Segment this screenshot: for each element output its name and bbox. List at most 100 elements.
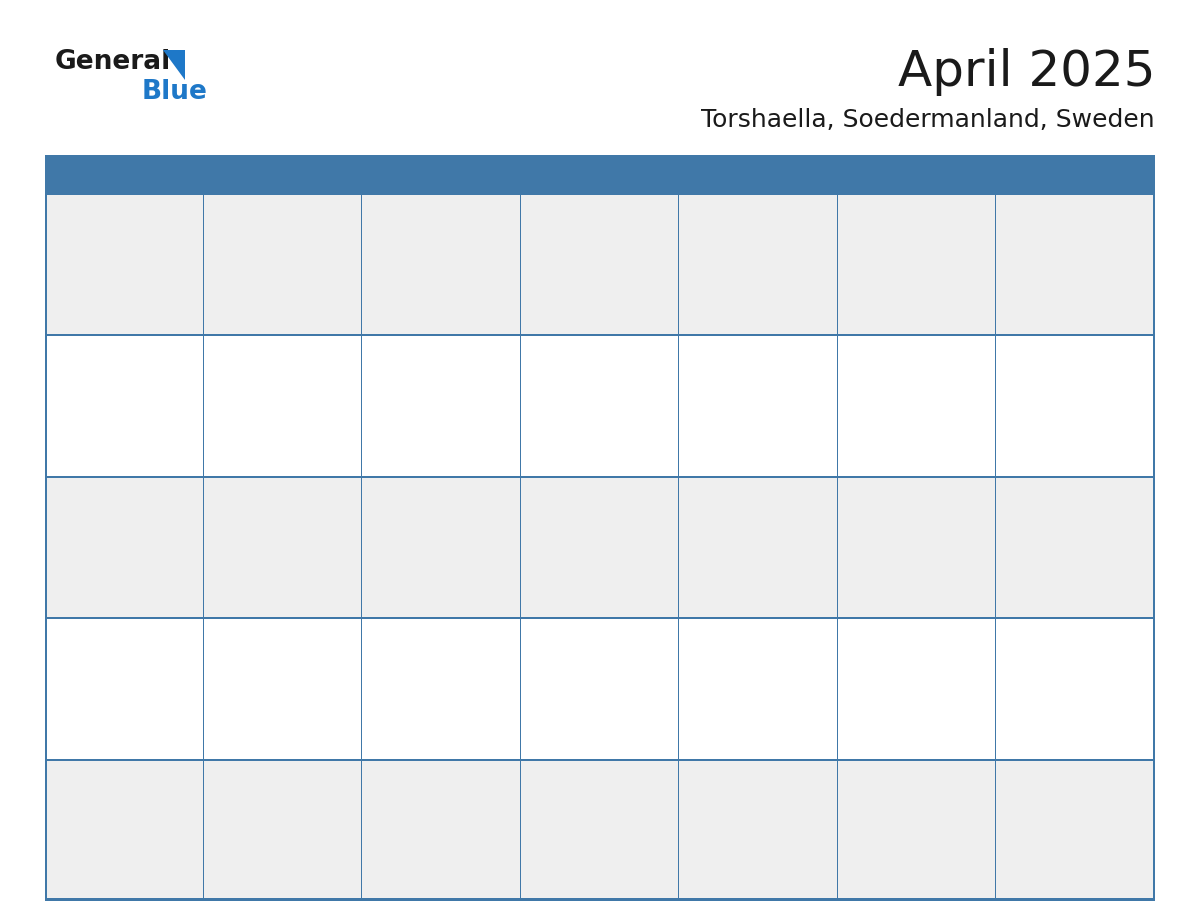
Text: 10: 10 xyxy=(687,345,706,360)
Text: Daylight: 14 hours: Daylight: 14 hours xyxy=(1004,544,1119,558)
Text: Blue: Blue xyxy=(143,79,208,105)
Polygon shape xyxy=(163,50,185,80)
Text: Thursday: Thursday xyxy=(688,166,766,182)
Text: Daylight: 15 hours: Daylight: 15 hours xyxy=(369,686,485,700)
Text: April 2025: April 2025 xyxy=(897,48,1155,96)
Text: Daylight: 13 hours: Daylight: 13 hours xyxy=(210,403,326,417)
Text: Sunrise: 5:22 AM: Sunrise: 5:22 AM xyxy=(210,651,317,665)
Text: and 19 minutes.: and 19 minutes. xyxy=(52,563,154,576)
Text: Sunset: 8:33 PM: Sunset: 8:33 PM xyxy=(845,668,946,682)
Text: 1: 1 xyxy=(369,204,379,218)
Text: 19: 19 xyxy=(1004,487,1023,501)
Text: Sunset: 8:30 PM: Sunset: 8:30 PM xyxy=(687,668,788,682)
Text: Sunset: 7:47 PM: Sunset: 7:47 PM xyxy=(52,386,153,399)
Text: Sunrise: 6:11 AM: Sunrise: 6:11 AM xyxy=(845,227,950,240)
Text: Daylight: 15 hours: Daylight: 15 hours xyxy=(527,828,644,841)
Text: Saturday: Saturday xyxy=(1004,166,1082,182)
Text: 4: 4 xyxy=(845,204,854,218)
Text: Daylight: 13 hours: Daylight: 13 hours xyxy=(527,262,643,275)
Text: Daylight: 14 hours: Daylight: 14 hours xyxy=(369,544,485,558)
Text: Daylight: 15 hours: Daylight: 15 hours xyxy=(845,686,960,700)
Text: and 55 minutes.: and 55 minutes. xyxy=(52,704,154,717)
Text: 28: 28 xyxy=(210,769,229,784)
Text: Daylight: 14 hours: Daylight: 14 hours xyxy=(52,544,168,558)
Text: Sunrise: 6:20 AM: Sunrise: 6:20 AM xyxy=(369,227,475,240)
Text: General: General xyxy=(55,49,171,75)
Text: 29: 29 xyxy=(369,769,388,784)
Text: Wednesday: Wednesday xyxy=(529,166,627,182)
Text: and 13 minutes.: and 13 minutes. xyxy=(1004,420,1105,434)
Text: Sunset: 7:38 PM: Sunset: 7:38 PM xyxy=(527,244,630,258)
Text: and 11 minutes.: and 11 minutes. xyxy=(527,704,630,717)
Text: Sunset: 8:21 PM: Sunset: 8:21 PM xyxy=(52,668,153,682)
Text: Daylight: 14 hours: Daylight: 14 hours xyxy=(52,686,168,700)
Text: Daylight: 13 hours: Daylight: 13 hours xyxy=(1004,262,1119,275)
Text: Sunrise: 5:53 AM: Sunrise: 5:53 AM xyxy=(687,368,792,381)
Text: Sunset: 8:13 PM: Sunset: 8:13 PM xyxy=(687,527,788,541)
Text: Sunset: 7:35 PM: Sunset: 7:35 PM xyxy=(369,244,470,258)
Text: Sunrise: 5:25 AM: Sunrise: 5:25 AM xyxy=(52,651,158,665)
Text: and 16 minutes.: and 16 minutes. xyxy=(687,704,788,717)
Text: and 31 minutes.: and 31 minutes. xyxy=(845,279,947,293)
Text: and 6 minutes.: and 6 minutes. xyxy=(369,704,463,717)
Text: Sunset: 7:59 PM: Sunset: 7:59 PM xyxy=(845,386,947,399)
Text: 2: 2 xyxy=(527,204,537,218)
Text: Daylight: 14 hours: Daylight: 14 hours xyxy=(210,544,326,558)
Text: Sunrise: 5:00 AM: Sunrise: 5:00 AM xyxy=(369,792,475,806)
Text: Sunrise: 5:33 AM: Sunrise: 5:33 AM xyxy=(687,509,792,522)
Text: Torshaella, Soedermanland, Sweden: Torshaella, Soedermanland, Sweden xyxy=(701,108,1155,132)
Text: Sunset: 7:49 PM: Sunset: 7:49 PM xyxy=(210,386,312,399)
Text: and 25 minutes.: and 25 minutes. xyxy=(687,279,789,293)
Text: and 50 minutes.: and 50 minutes. xyxy=(1004,563,1106,576)
Text: Sunset: 8:06 PM: Sunset: 8:06 PM xyxy=(210,527,312,541)
Text: 21: 21 xyxy=(210,628,229,643)
Text: and 47 minutes.: and 47 minutes. xyxy=(210,420,312,434)
Text: 17: 17 xyxy=(687,487,706,501)
Text: and 41 minutes.: and 41 minutes. xyxy=(52,420,154,434)
Text: Daylight: 15 hours: Daylight: 15 hours xyxy=(210,828,327,841)
Text: Sunrise: 5:36 AM: Sunrise: 5:36 AM xyxy=(527,509,634,522)
Text: Sunrise: 5:27 AM: Sunrise: 5:27 AM xyxy=(1004,509,1110,522)
Text: Sunrise: 5:42 AM: Sunrise: 5:42 AM xyxy=(210,509,317,522)
Text: Sunset: 8:01 PM: Sunset: 8:01 PM xyxy=(1004,386,1105,399)
Text: Sunrise: 5:48 AM: Sunrise: 5:48 AM xyxy=(1004,368,1110,381)
Text: Daylight: 14 hours: Daylight: 14 hours xyxy=(687,403,802,417)
Text: Sunset: 8:28 PM: Sunset: 8:28 PM xyxy=(527,668,630,682)
Text: Friday: Friday xyxy=(846,166,898,182)
Text: Daylight: 13 hours: Daylight: 13 hours xyxy=(845,262,960,275)
Text: Sunset: 8:18 PM: Sunset: 8:18 PM xyxy=(1004,527,1105,541)
Text: and 37 minutes.: and 37 minutes. xyxy=(210,845,312,858)
Text: Daylight: 14 hours: Daylight: 14 hours xyxy=(527,544,643,558)
Text: Daylight: 13 hours: Daylight: 13 hours xyxy=(52,403,168,417)
Text: Sunset: 8:40 PM: Sunset: 8:40 PM xyxy=(210,810,312,823)
Text: Tuesday: Tuesday xyxy=(371,166,440,182)
Text: Sunset: 8:35 PM: Sunset: 8:35 PM xyxy=(1004,668,1105,682)
Text: Sunrise: 6:05 AM: Sunrise: 6:05 AM xyxy=(52,368,158,381)
Text: Sunset: 7:45 PM: Sunset: 7:45 PM xyxy=(1004,244,1105,258)
Text: Sunset: 8:16 PM: Sunset: 8:16 PM xyxy=(845,527,946,541)
Text: and 1 minute.: and 1 minute. xyxy=(210,704,298,717)
Text: Sunset: 7:57 PM: Sunset: 7:57 PM xyxy=(687,386,788,399)
Text: Sunset: 7:52 PM: Sunset: 7:52 PM xyxy=(369,386,470,399)
Text: Daylight: 15 hours: Daylight: 15 hours xyxy=(1004,686,1119,700)
Text: 15: 15 xyxy=(369,487,388,501)
Text: 18: 18 xyxy=(845,487,864,501)
Text: Sunset: 8:09 PM: Sunset: 8:09 PM xyxy=(369,527,470,541)
Text: Sunset: 8:42 PM: Sunset: 8:42 PM xyxy=(369,810,470,823)
Text: 24: 24 xyxy=(687,628,706,643)
Text: and 20 minutes.: and 20 minutes. xyxy=(527,279,630,293)
Text: 5: 5 xyxy=(1004,204,1013,218)
Text: Daylight: 15 hours: Daylight: 15 hours xyxy=(369,828,485,841)
Text: Sunset: 8:25 PM: Sunset: 8:25 PM xyxy=(369,668,470,682)
Text: and 42 minutes.: and 42 minutes. xyxy=(369,845,470,858)
Text: and 57 minutes.: and 57 minutes. xyxy=(527,420,630,434)
Text: Daylight: 15 hours: Daylight: 15 hours xyxy=(210,686,327,700)
Text: Sunrise: 5:11 AM: Sunrise: 5:11 AM xyxy=(845,651,950,665)
Text: Daylight: 14 hours: Daylight: 14 hours xyxy=(1004,403,1119,417)
Text: and 27 minutes.: and 27 minutes. xyxy=(1004,704,1105,717)
Text: Sunrise: 5:03 AM: Sunrise: 5:03 AM xyxy=(210,792,317,806)
Text: Sunrise: 5:19 AM: Sunrise: 5:19 AM xyxy=(369,651,475,665)
Text: 7: 7 xyxy=(210,345,220,360)
Text: and 3 minutes.: and 3 minutes. xyxy=(687,420,781,434)
Text: Daylight: 14 hours: Daylight: 14 hours xyxy=(687,544,802,558)
